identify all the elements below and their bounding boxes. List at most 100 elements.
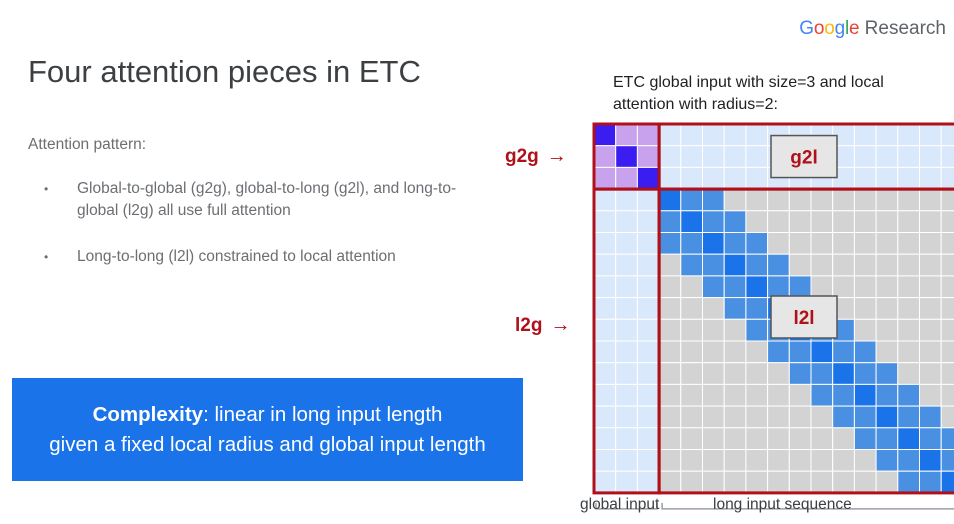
google-letter: o xyxy=(824,18,835,39)
g2l-cell xyxy=(940,123,954,147)
l2l-cell xyxy=(897,275,920,299)
g2g-cell xyxy=(636,145,660,168)
l2l-cell xyxy=(810,210,834,234)
g2l-cell xyxy=(897,145,920,168)
g2l-cell xyxy=(723,166,747,190)
l2l-cell xyxy=(940,232,954,255)
l2g-cell xyxy=(615,470,638,494)
l2l-band-cell xyxy=(853,405,877,429)
l2g-cell xyxy=(615,318,638,342)
l2l-cell xyxy=(832,253,855,277)
l2l-cell xyxy=(767,427,790,450)
g2l-cell xyxy=(853,166,877,190)
l2g-cell xyxy=(636,470,660,494)
l2g-cell xyxy=(593,427,617,450)
l2l-diagonal-cell xyxy=(810,340,834,364)
l2l-cell xyxy=(875,232,899,255)
l2l-cell xyxy=(723,449,747,472)
l2g-cell xyxy=(636,253,660,277)
g2l-cell xyxy=(853,145,877,168)
g2g-cell xyxy=(593,166,617,190)
l2l-cell xyxy=(919,210,942,234)
l2l-cell xyxy=(810,449,834,472)
l2l-cell xyxy=(940,275,954,299)
l2l-cell xyxy=(680,470,703,494)
bullet-item: • Long-to-long (l2l) constrained to loca… xyxy=(44,246,494,268)
l2l-band-cell xyxy=(680,253,703,277)
g2l-cell xyxy=(702,166,725,190)
l2l-cell xyxy=(919,188,942,212)
l2l-cell xyxy=(853,232,877,255)
g2l-cell xyxy=(875,166,899,190)
g2l-cell xyxy=(897,166,920,190)
l2l-cell xyxy=(919,253,942,277)
l2g-cell xyxy=(636,297,660,320)
l2l-cell xyxy=(767,232,790,255)
g2g-cell xyxy=(593,145,617,168)
l2g-cell xyxy=(593,405,617,429)
l2l-cell xyxy=(767,210,790,234)
l2l-cell xyxy=(832,188,855,212)
l2l-band-cell xyxy=(853,340,877,364)
l2g-cell xyxy=(593,297,617,320)
l2l-cell xyxy=(658,253,682,277)
bullet-text: Long-to-long (l2l) constrained to local … xyxy=(77,248,396,265)
l2g-cell xyxy=(636,383,660,407)
arrow-right-icon: → xyxy=(550,314,571,336)
l2g-cell xyxy=(615,275,638,299)
l2l-cell xyxy=(853,253,877,277)
l2g-cell xyxy=(615,188,638,212)
l2l-cell xyxy=(853,275,877,299)
l2l-frame xyxy=(657,187,954,495)
l2l-band-cell xyxy=(853,427,877,450)
l2l-cell xyxy=(832,232,855,255)
l2l-cell xyxy=(919,318,942,342)
l2l-band-cell xyxy=(658,232,682,255)
l2l-cell xyxy=(788,405,812,429)
l2l-cell xyxy=(832,275,855,299)
l2l-band-cell xyxy=(723,210,747,234)
g2l-cell xyxy=(745,123,769,147)
l2l-cell xyxy=(702,362,725,385)
l2l-cell xyxy=(810,253,834,277)
l2l-cell xyxy=(745,405,769,429)
g2g-cell xyxy=(593,123,617,147)
l2l-cell xyxy=(702,297,725,320)
l2l-cell xyxy=(853,210,877,234)
l2g-cell xyxy=(615,340,638,364)
l2g-cell xyxy=(636,405,660,429)
l2l-diagonal-cell xyxy=(745,275,769,299)
l2l-cell xyxy=(897,362,920,385)
l2l-band-cell xyxy=(745,253,769,277)
l2g-cell xyxy=(593,383,617,407)
l2l-cell xyxy=(680,405,703,429)
l2l-band-cell xyxy=(875,383,899,407)
l2l-cell xyxy=(767,470,790,494)
l2l-cell xyxy=(875,340,899,364)
l2g-pointer: l2g → xyxy=(515,314,570,337)
l2l-cell xyxy=(745,188,769,212)
l2g-cell xyxy=(593,188,617,212)
google-research-logo: Google Research xyxy=(799,18,946,40)
l2l-cell xyxy=(658,297,682,320)
l2l-cell xyxy=(853,449,877,472)
l2l-band-cell xyxy=(723,275,747,299)
g2g-pointer: g2g → xyxy=(505,145,567,168)
l2l-band-cell xyxy=(897,405,920,429)
g2l-cell xyxy=(658,123,682,147)
l2l-cell xyxy=(745,449,769,472)
l2l-cell xyxy=(810,405,834,429)
l2g-cell xyxy=(593,470,617,494)
l2l-cell xyxy=(658,427,682,450)
l2l-band-cell xyxy=(919,427,942,450)
l2l-cell xyxy=(788,232,812,255)
l2l-band-cell xyxy=(875,449,899,472)
complexity-bold: Complexity xyxy=(92,402,204,426)
l2l-band-cell xyxy=(788,275,812,299)
g2l-cell xyxy=(658,145,682,168)
l2l-band-cell xyxy=(810,383,834,407)
l2g-cell xyxy=(636,318,660,342)
g2l-cell xyxy=(940,166,954,190)
